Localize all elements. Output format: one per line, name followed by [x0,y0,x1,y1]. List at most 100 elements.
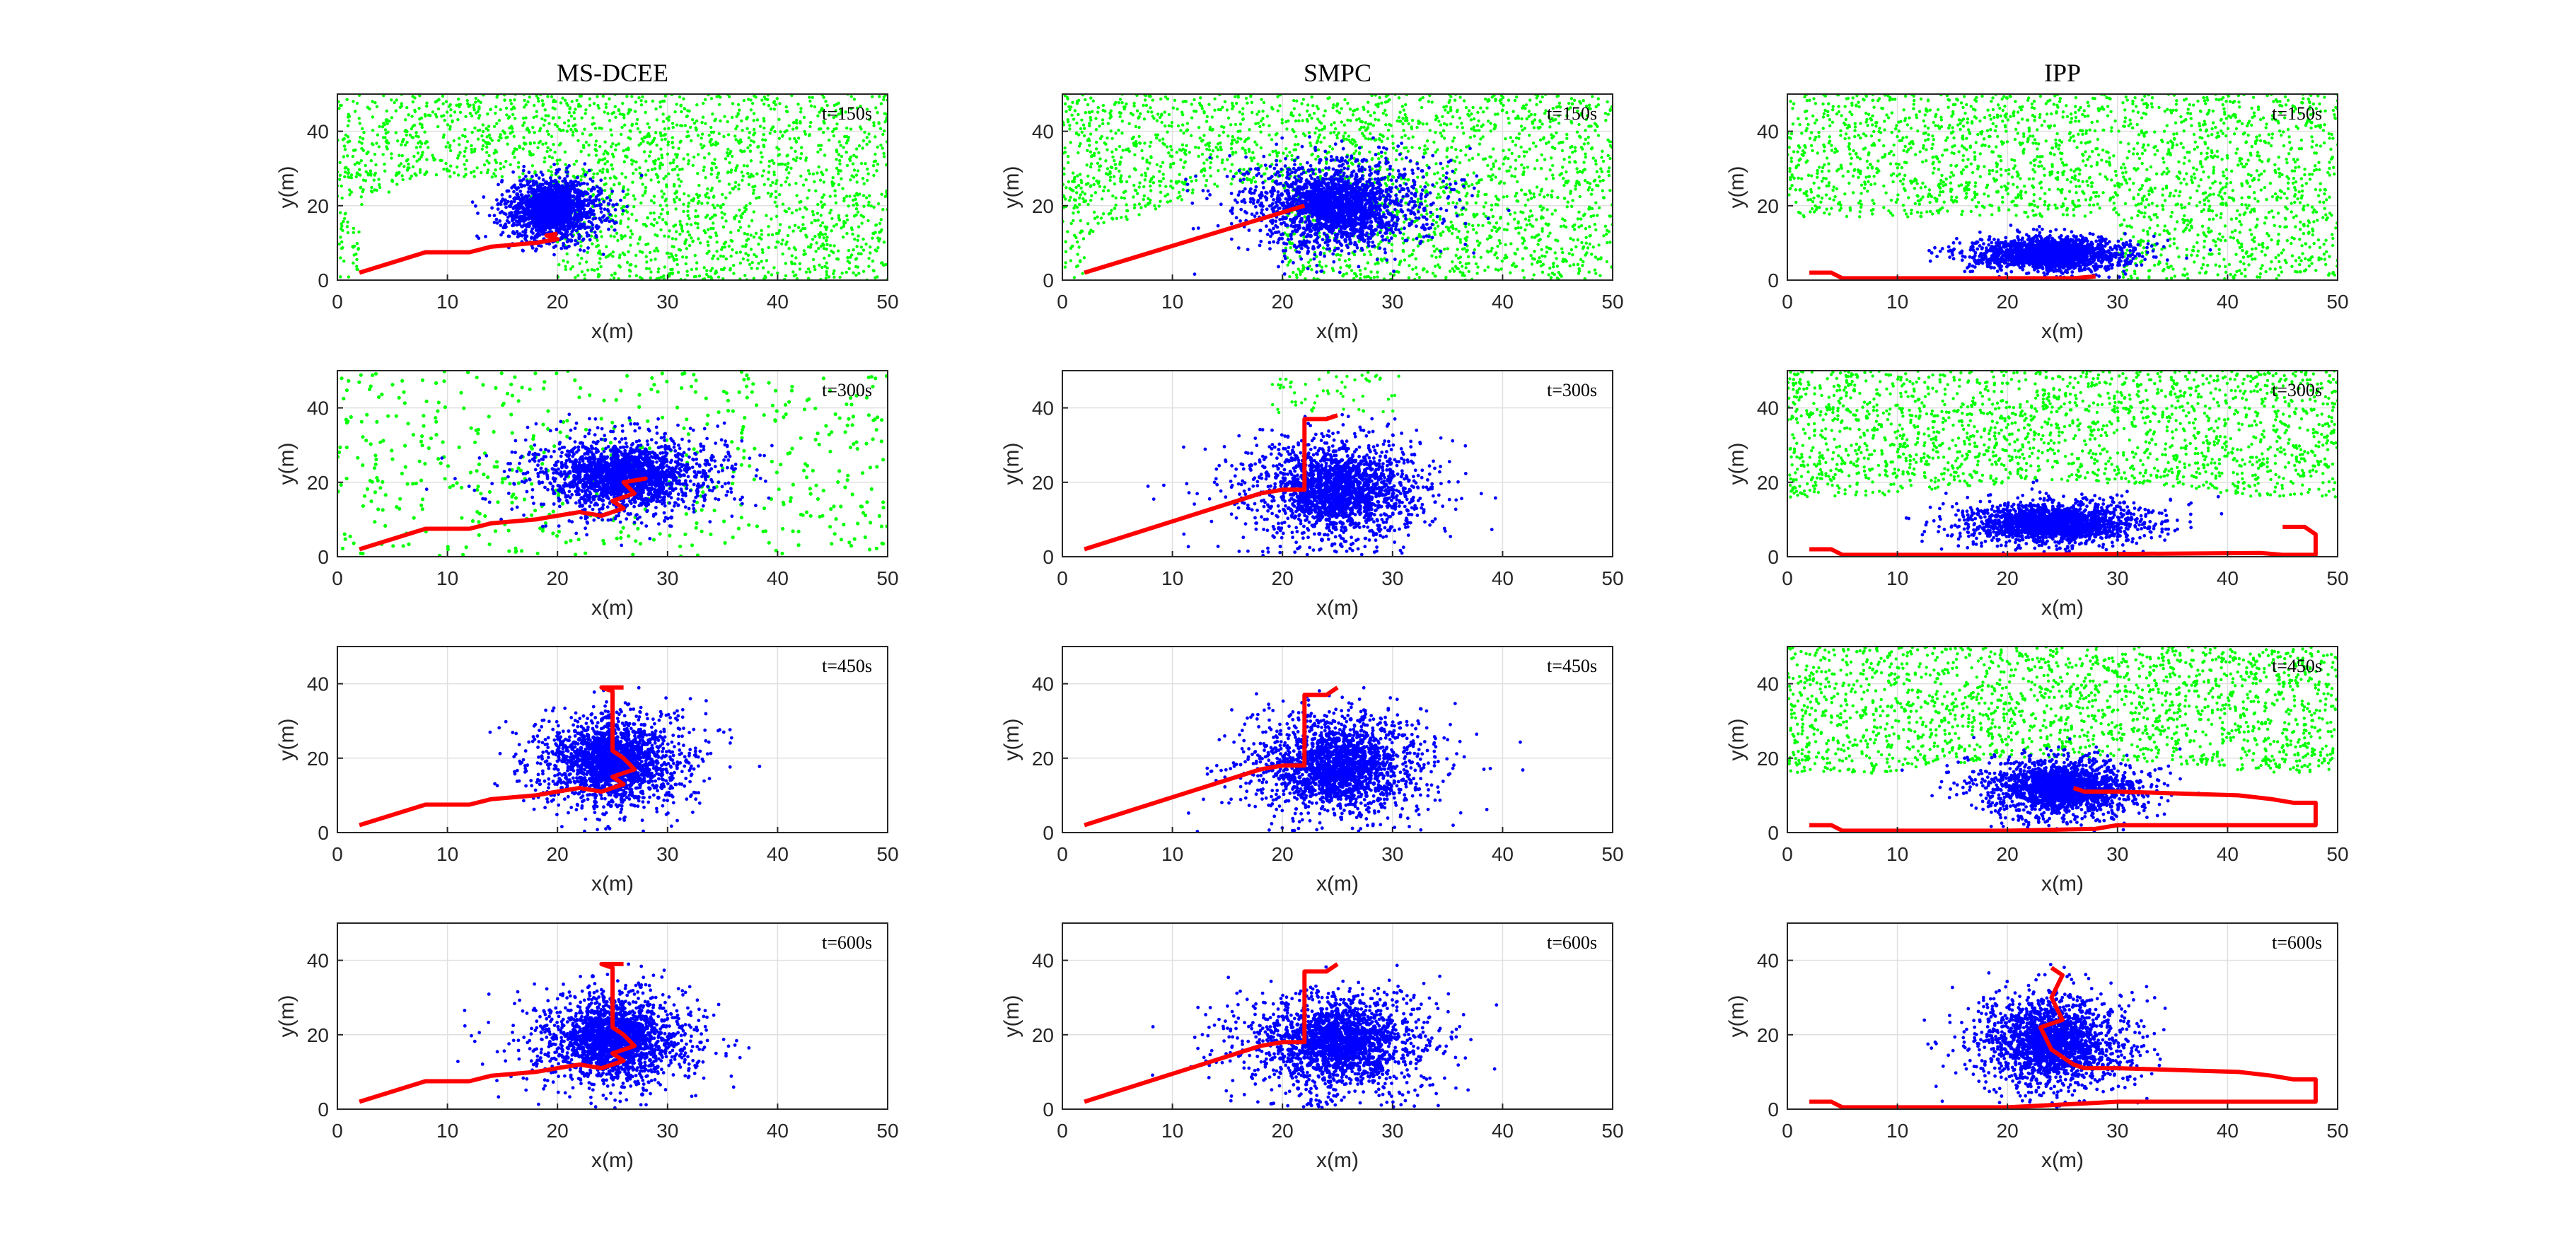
undetected-particle [678,140,682,144]
detected-particle [597,198,601,202]
undetected-particle [668,255,671,259]
undetected-particle [876,111,879,115]
undetected-particle [355,242,359,245]
undetected-particle [618,253,622,257]
undetected-particle [675,156,679,159]
undetected-particle [1195,178,1198,183]
undetected-particle [774,195,778,199]
detected-particle [600,189,603,192]
detected-particle [639,173,644,178]
undetected-particle [536,146,540,149]
undetected-particle [436,124,440,129]
detected-particle [560,190,565,195]
undetected-particle [540,117,544,121]
undetected-particle [675,103,678,106]
undetected-particle [696,222,700,226]
undetected-particle [644,159,648,163]
detected-particle [553,205,557,210]
detected-particle [589,189,593,193]
detected-particle [605,216,610,221]
detected-particle [507,234,511,238]
undetected-particle [852,98,857,101]
undetected-particle [579,104,582,108]
undetected-particle [791,157,796,161]
undetected-particle [348,188,352,192]
undetected-particle [683,107,686,110]
undetected-particle [1561,217,1565,221]
undetected-particle [555,158,559,162]
undetected-particle [601,197,604,201]
undetected-particle [1437,192,1440,196]
undetected-particle [1188,175,1193,179]
undetected-particle [1477,243,1480,247]
undetected-particle [831,129,835,134]
undetected-particle [1507,117,1510,120]
undetected-particle [702,229,706,233]
undetected-particle [852,214,857,218]
undetected-particle [1565,170,1568,174]
undetected-particle [730,239,734,243]
undetected-particle [835,150,839,153]
undetected-particle [825,243,829,246]
undetected-particle [589,133,593,137]
undetected-particle [677,178,680,181]
detected-particle [585,204,589,207]
undetected-particle [620,212,625,216]
undetected-particle [765,259,769,262]
undetected-particle [1064,250,1068,253]
undetected-particle [1168,166,1173,169]
undetected-particle [377,178,381,181]
detected-particle [610,190,615,193]
undetected-particle [711,142,715,146]
undetected-particle [868,140,871,144]
undetected-particle [849,107,853,110]
undetected-particle [1271,150,1275,153]
undetected-particle [696,202,700,205]
undetected-particle [1547,273,1550,277]
undetected-particle [710,267,714,270]
undetected-particle [851,232,854,236]
undetected-particle [854,273,858,277]
undetected-particle [1335,136,1339,140]
undetected-particle [400,153,404,158]
detected-particle [591,223,595,227]
undetected-particle [1310,95,1313,99]
undetected-particle [370,185,373,190]
undetected-particle [685,247,688,250]
undetected-particle [695,119,699,123]
undetected-particle [867,132,871,136]
undetected-particle [358,168,361,171]
undetected-particle [731,248,734,252]
undetected-particle [361,190,365,194]
undetected-particle [808,270,812,274]
undetected-particle [759,151,763,155]
undetected-particle [828,243,832,248]
undetected-particle [1578,195,1582,199]
undetected-particle [630,124,634,127]
undetected-particle [684,238,688,242]
undetected-particle [687,194,690,197]
undetected-particle [1435,116,1439,120]
undetected-particle [509,98,512,102]
undetected-particle [1520,117,1524,121]
x-tick-label: 20 [547,291,569,313]
undetected-particle [598,249,601,253]
detected-particle [490,206,494,210]
undetected-particle [861,237,865,241]
detected-particle [512,184,516,187]
undetected-particle [713,206,716,209]
undetected-particle [357,161,361,165]
undetected-particle [1323,136,1326,139]
undetected-particle [686,130,690,134]
undetected-particle [413,172,417,175]
undetected-particle [786,165,789,169]
undetected-particle [850,174,854,178]
undetected-particle [644,267,649,270]
undetected-particle [395,171,399,175]
undetected-particle [503,131,506,134]
undetected-particle [1367,100,1370,104]
undetected-particle [1367,137,1371,141]
undetected-particle [1421,122,1425,126]
undetected-particle [453,171,456,175]
undetected-particle [714,270,718,274]
